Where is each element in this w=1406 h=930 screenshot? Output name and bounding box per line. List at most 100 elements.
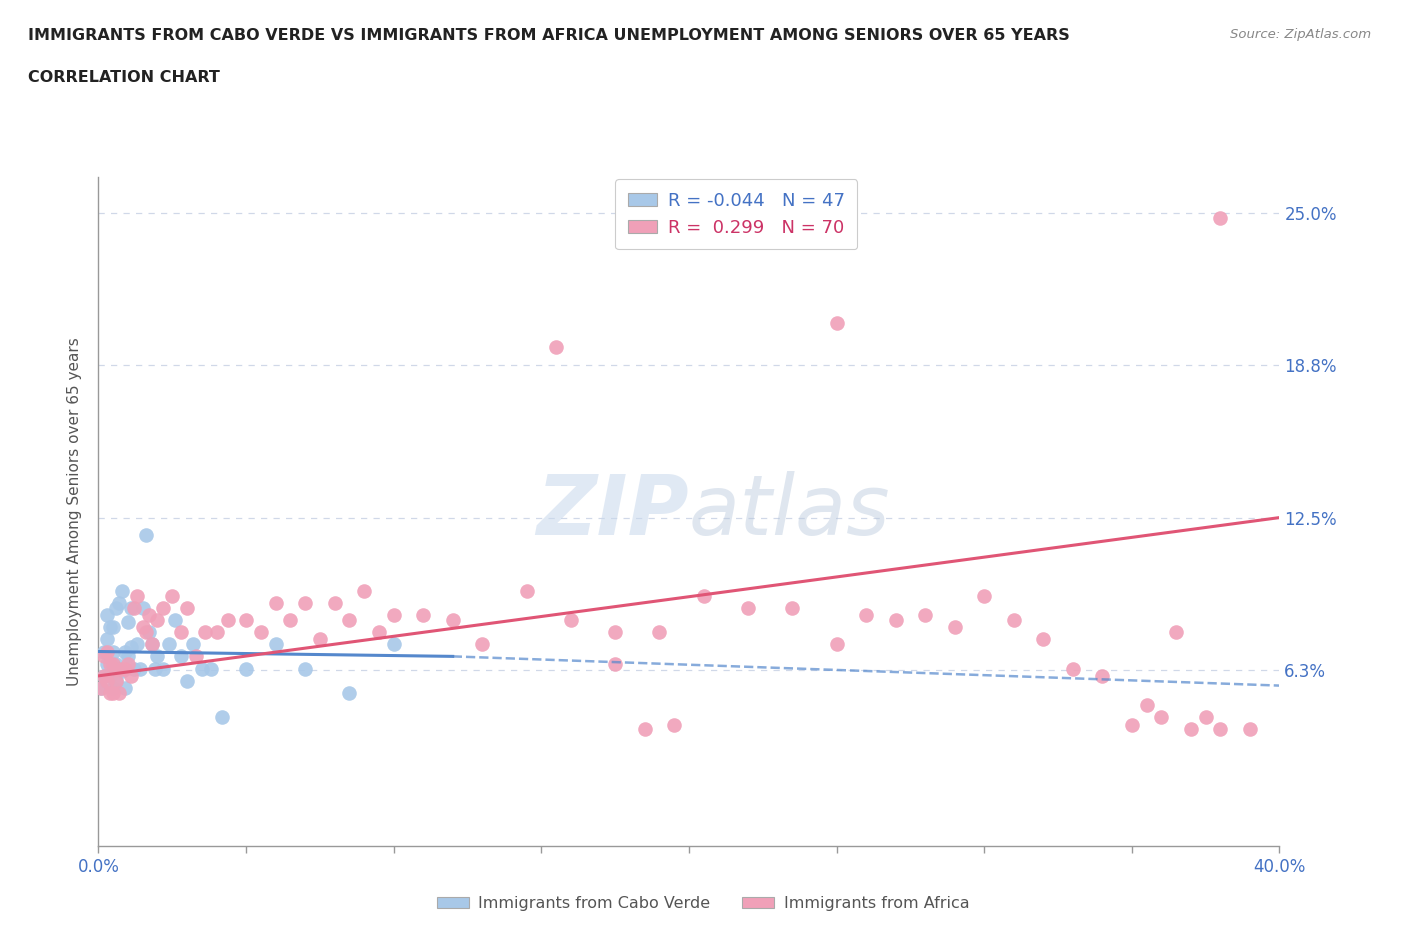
- Point: [1209, 722, 1232, 737]
- Point: [1091, 669, 1114, 684]
- Point: [146, 649, 169, 664]
- Text: ZIP: ZIP: [536, 471, 689, 552]
- Point: [117, 657, 139, 671]
- Point: [294, 661, 316, 676]
- Point: [157, 637, 180, 652]
- Point: [117, 649, 139, 664]
- Point: [122, 661, 145, 676]
- Point: [135, 625, 157, 640]
- Point: [1121, 717, 1143, 732]
- Point: [103, 681, 125, 696]
- Point: [693, 588, 716, 603]
- Point: [170, 649, 193, 664]
- Point: [98, 669, 121, 684]
- Legend: Immigrants from Cabo Verde, Immigrants from Africa: Immigrants from Cabo Verde, Immigrants f…: [430, 890, 976, 917]
- Point: [138, 625, 160, 640]
- Point: [125, 637, 148, 652]
- Point: [170, 625, 193, 640]
- Point: [93, 644, 115, 659]
- Point: [143, 661, 166, 676]
- Text: CORRELATION CHART: CORRELATION CHART: [28, 70, 219, 85]
- Point: [825, 637, 848, 652]
- Text: Source: ZipAtlas.com: Source: ZipAtlas.com: [1230, 28, 1371, 41]
- Point: [235, 661, 257, 676]
- Point: [560, 613, 582, 628]
- Point: [114, 644, 136, 659]
- Point: [165, 613, 187, 628]
- Point: [309, 631, 332, 646]
- Point: [162, 588, 183, 603]
- Point: [782, 600, 804, 615]
- Point: [382, 637, 405, 652]
- Point: [217, 613, 239, 628]
- Point: [515, 583, 537, 598]
- Point: [1150, 710, 1173, 724]
- Point: [353, 583, 375, 598]
- Point: [176, 600, 198, 615]
- Point: [211, 710, 233, 724]
- Point: [914, 607, 936, 622]
- Point: [135, 527, 157, 542]
- Point: [117, 615, 139, 630]
- Point: [105, 661, 128, 676]
- Point: [98, 685, 121, 700]
- Point: [973, 588, 995, 603]
- Point: [1002, 613, 1025, 628]
- Point: [1164, 625, 1187, 640]
- Point: [605, 625, 627, 640]
- Point: [152, 661, 174, 676]
- Point: [546, 339, 568, 354]
- Text: atlas: atlas: [689, 471, 890, 552]
- Point: [108, 685, 131, 700]
- Point: [1180, 722, 1202, 737]
- Point: [294, 595, 316, 610]
- Point: [205, 625, 228, 640]
- Point: [111, 583, 134, 598]
- Point: [152, 600, 174, 615]
- Point: [200, 661, 222, 676]
- Point: [664, 717, 686, 732]
- Point: [884, 613, 907, 628]
- Point: [90, 681, 112, 696]
- Point: [633, 722, 655, 737]
- Point: [264, 595, 287, 610]
- Point: [138, 607, 160, 622]
- Point: [132, 619, 155, 634]
- Point: [120, 639, 142, 654]
- Point: [96, 644, 118, 659]
- Point: [114, 681, 136, 696]
- Point: [323, 595, 346, 610]
- Point: [108, 661, 131, 676]
- Point: [339, 613, 360, 628]
- Point: [441, 613, 464, 628]
- Point: [471, 637, 494, 652]
- Point: [96, 631, 118, 646]
- Point: [235, 613, 257, 628]
- Text: IMMIGRANTS FROM CABO VERDE VS IMMIGRANTS FROM AFRICA UNEMPLOYMENT AMONG SENIORS : IMMIGRANTS FROM CABO VERDE VS IMMIGRANTS…: [28, 28, 1070, 43]
- Point: [132, 600, 155, 615]
- Point: [648, 625, 671, 640]
- Point: [120, 669, 142, 684]
- Point: [1209, 211, 1232, 226]
- Point: [194, 625, 217, 640]
- Point: [103, 685, 125, 700]
- Point: [339, 685, 360, 700]
- Point: [108, 595, 131, 610]
- Point: [96, 673, 118, 688]
- Point: [96, 607, 118, 622]
- Point: [105, 657, 128, 671]
- Point: [191, 661, 214, 676]
- Point: [278, 613, 302, 628]
- Point: [412, 607, 434, 622]
- Point: [105, 673, 128, 688]
- Point: [114, 661, 136, 676]
- Point: [1135, 698, 1157, 712]
- Point: [1062, 661, 1084, 676]
- Point: [264, 637, 287, 652]
- Point: [93, 649, 115, 664]
- Point: [128, 661, 150, 676]
- Point: [93, 669, 115, 684]
- Point: [90, 681, 112, 696]
- Point: [825, 315, 848, 330]
- Point: [184, 649, 207, 664]
